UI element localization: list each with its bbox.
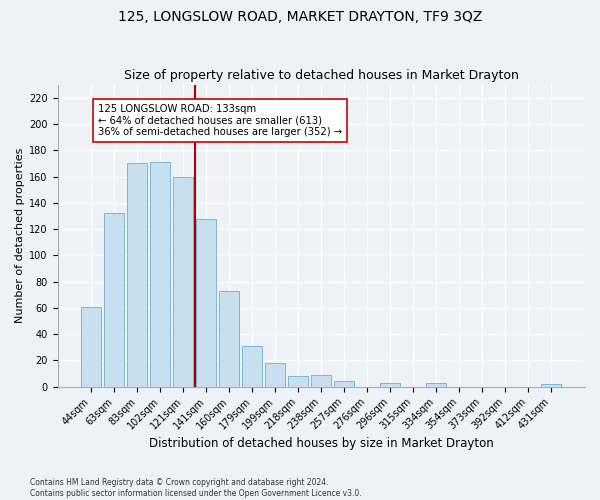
Bar: [220, 291, 239, 386]
Bar: [265, 363, 285, 386]
Text: Contains HM Land Registry data © Crown copyright and database right 2024.
Contai: Contains HM Land Registry data © Crown c…: [30, 478, 362, 498]
Bar: [427, 383, 446, 386]
Bar: [127, 164, 147, 386]
Bar: [242, 346, 262, 387]
Text: 125, LONGSLOW ROAD, MARKET DRAYTON, TF9 3QZ: 125, LONGSLOW ROAD, MARKET DRAYTON, TF9 …: [118, 10, 482, 24]
Bar: [289, 376, 308, 386]
Title: Size of property relative to detached houses in Market Drayton: Size of property relative to detached ho…: [124, 69, 518, 82]
Bar: [380, 383, 400, 386]
Bar: [82, 306, 101, 386]
Y-axis label: Number of detached properties: Number of detached properties: [15, 148, 25, 324]
Bar: [196, 218, 216, 386]
Bar: [541, 384, 561, 386]
Text: 125 LONGSLOW ROAD: 133sqm
← 64% of detached houses are smaller (613)
36% of semi: 125 LONGSLOW ROAD: 133sqm ← 64% of detac…: [98, 104, 342, 138]
Bar: [104, 214, 124, 386]
Bar: [173, 176, 193, 386]
Bar: [334, 382, 354, 386]
Bar: [311, 375, 331, 386]
X-axis label: Distribution of detached houses by size in Market Drayton: Distribution of detached houses by size …: [149, 437, 494, 450]
Bar: [151, 162, 170, 386]
